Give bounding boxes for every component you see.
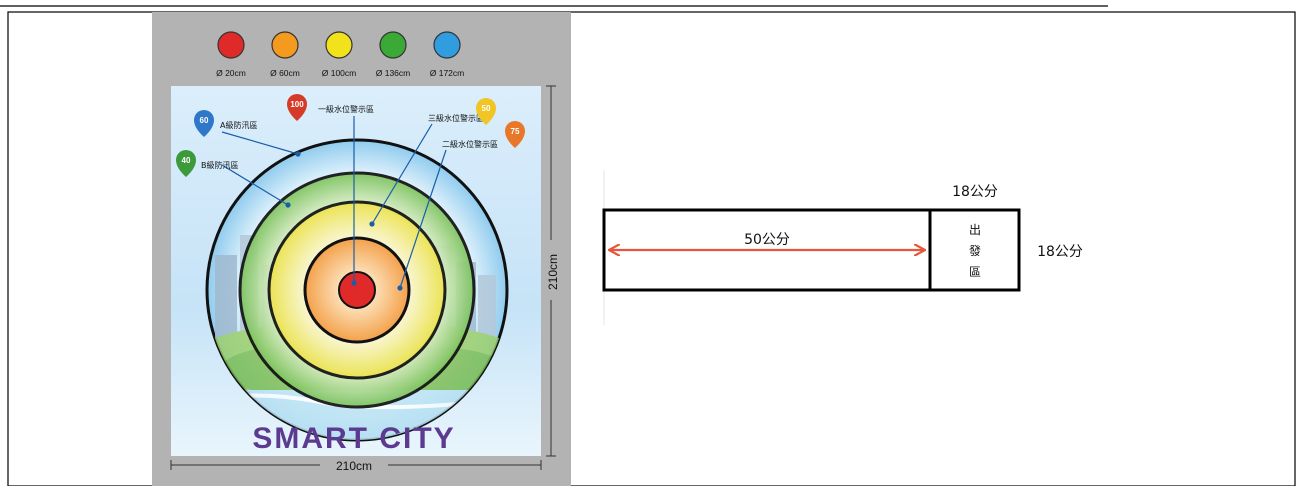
height-dimension-label: 210cm <box>546 254 560 290</box>
start-area-diagram: 50公分 18公分 18公分 出 發 區 <box>602 170 1083 325</box>
marker-pin-40: 40 <box>176 150 196 177</box>
svg-text:40: 40 <box>182 156 191 165</box>
svg-text:發: 發 <box>969 243 981 258</box>
legend-item-red: Ø 20cm <box>216 31 246 78</box>
legend-label-yellow: Ø 100cm <box>322 68 357 78</box>
poster-title: SMART CITY <box>252 422 455 455</box>
legend-label-green: Ø 136cm <box>376 68 411 78</box>
zone-labels: 一級水位警示區 三級水位警示區 二級水位警示區 A級防汛區 B級防汛區 <box>201 104 498 170</box>
svg-text:75: 75 <box>511 127 520 136</box>
target-poster: Ø 20cm Ø 60cm Ø 100cm Ø 136cm Ø 172cm <box>152 12 571 486</box>
legend-swatch-yellow <box>325 31 353 59</box>
marker-pin-75: 75 <box>505 121 525 148</box>
zone-leader-lines <box>221 116 447 291</box>
top-width-label: 18公分 <box>952 184 998 200</box>
marker-pin-60: 60 <box>194 110 214 137</box>
width-dimension: 210cm <box>170 459 542 473</box>
svg-text:區: 區 <box>969 265 981 279</box>
legend-item-orange: Ø 60cm <box>270 31 300 78</box>
size-legend: Ø 20cm Ø 60cm Ø 100cm Ø 136cm Ø 172cm <box>216 31 465 78</box>
zone-label-level1: 一級水位警示區 <box>318 104 374 114</box>
svg-text:50: 50 <box>482 104 491 113</box>
legend-item-blue: Ø 172cm <box>430 31 465 78</box>
zone-label-level3: 三級水位警示區 <box>428 113 484 123</box>
height-dimension: 210cm <box>546 85 560 457</box>
marker-pin-50: 50 <box>476 98 496 125</box>
lane-outline <box>602 208 1021 292</box>
legend-swatch-red <box>217 31 245 59</box>
length-label: 50公分 <box>744 232 790 248</box>
legend-label-blue: Ø 172cm <box>430 68 465 78</box>
legend-swatch-blue <box>433 31 461 59</box>
legend-label-orange: Ø 60cm <box>270 68 300 78</box>
legend-swatch-orange <box>271 31 299 59</box>
ring-red-bullseye <box>338 271 376 309</box>
legend-item-yellow: Ø 100cm <box>322 31 357 78</box>
legend-item-green: Ø 136cm <box>376 31 411 78</box>
legend-swatch-green <box>379 31 407 59</box>
width-dimension-label: 210cm <box>336 459 372 473</box>
score-markers: 100 60 40 50 75 <box>176 94 525 177</box>
legend-label-red: Ø 20cm <box>216 68 246 78</box>
zone-label-a: A級防汛區 <box>220 120 257 130</box>
marker-pin-100: 100 <box>287 94 307 121</box>
content-border <box>7 11 1296 486</box>
zone-label-level2: 二級水位警示區 <box>442 139 498 149</box>
zone-label-b: B級防汛區 <box>201 160 239 170</box>
side-width-label: 18公分 <box>1037 244 1083 260</box>
svg-text:100: 100 <box>290 100 304 109</box>
start-zone-label: 出 發 區 <box>969 223 981 279</box>
svg-text:出: 出 <box>969 223 981 237</box>
svg-text:60: 60 <box>200 116 209 125</box>
